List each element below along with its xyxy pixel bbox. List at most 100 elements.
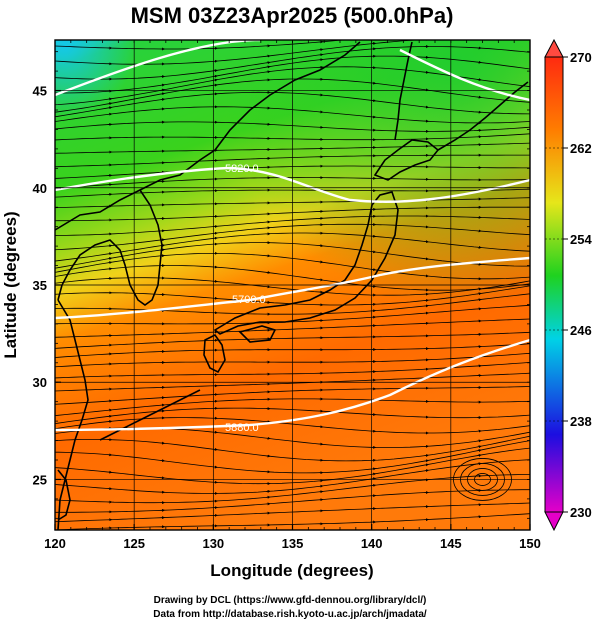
streamline-arrow — [213, 74, 218, 78]
streamline-arrow — [424, 459, 429, 463]
coastline-shikoku — [238, 325, 277, 343]
streamline — [55, 78, 530, 113]
streamline-arrow — [477, 78, 482, 82]
colorbar-bottom-triangle — [544, 511, 564, 532]
streamline-arrow — [107, 106, 113, 110]
streamline — [55, 55, 530, 94]
streamline — [55, 215, 530, 236]
streamline-arrow — [213, 447, 218, 451]
colorbar-tick-label: 246 — [570, 323, 592, 338]
streamline — [55, 440, 530, 474]
streamline — [55, 343, 530, 358]
streamline-arrow — [424, 88, 429, 92]
streamline-arrow — [424, 257, 429, 261]
streamline-arrow — [318, 260, 324, 264]
coastline-sakhalin — [394, 41, 413, 141]
x-tick-label: 135 — [282, 536, 304, 551]
chart-title: MSM 03Z23Apr2025 (500.0hPa) — [131, 3, 454, 28]
streamline — [55, 253, 530, 280]
streamline — [55, 40, 422, 65]
y-tick-label: 40 — [33, 181, 47, 196]
y-tick-label: 45 — [33, 84, 47, 99]
streamline-arrow — [160, 248, 166, 252]
streamline-arrow — [266, 70, 271, 74]
streamline-arrow — [318, 484, 324, 488]
streamline — [55, 447, 530, 485]
geopotential-contours — [55, 40, 530, 432]
wind-streamlines — [55, 40, 530, 530]
streamline-arrow — [318, 53, 324, 57]
streamline-arrow — [371, 268, 377, 272]
streamline-arrow — [160, 244, 166, 247]
streamline-arrow — [371, 472, 377, 476]
streamline-arrow — [371, 477, 377, 481]
colorbar-top-triangle — [544, 38, 564, 58]
contour-line-north — [55, 40, 261, 97]
contour-line-5820 — [55, 166, 530, 203]
streamline-arrow — [477, 453, 482, 457]
x-tick-label: 145 — [440, 536, 462, 551]
streamline-arrow — [477, 448, 482, 452]
streamline — [55, 206, 530, 222]
streamline-arrow — [424, 469, 429, 473]
y-tick-label: 35 — [33, 278, 47, 293]
streamline-arrow — [107, 102, 113, 106]
x-tick-label: 120 — [44, 536, 66, 551]
colorbar-tick-label: 230 — [570, 505, 592, 520]
streamline — [55, 417, 530, 434]
y-tick-label: 25 — [33, 472, 47, 487]
x-tick-label: 125 — [123, 536, 145, 551]
y-axis-label: Latitude (degrees) — [1, 211, 20, 358]
grid-lines — [55, 40, 530, 530]
streamline-arrow — [424, 453, 429, 457]
streamline — [55, 502, 530, 523]
streamline-arrow — [213, 69, 218, 73]
coastline-taiwan — [57, 469, 71, 521]
coastline-kyushu — [203, 333, 226, 374]
streamline — [55, 40, 349, 50]
streamline-arrow — [424, 463, 429, 467]
streamline-arrow — [266, 61, 271, 65]
streamline-arrow — [160, 92, 166, 96]
y-tick-label: 30 — [33, 375, 47, 390]
contour-line-5700 — [55, 256, 530, 320]
streamline — [55, 304, 530, 325]
streamline-arrow — [477, 287, 482, 291]
streamline — [55, 188, 530, 198]
colorbar-tick-label: 254 — [570, 232, 592, 247]
contour-label-5880: 5880.0 — [225, 422, 259, 434]
streamline — [55, 386, 530, 405]
streamline — [55, 223, 530, 251]
streamline-arrow — [160, 83, 166, 87]
credit-line-2: Data from http://database.rish.kyoto-u.a… — [153, 609, 427, 620]
streamline-arrow — [477, 292, 482, 296]
colorbar-body — [544, 56, 564, 513]
colorbar-tick-label: 238 — [570, 414, 592, 429]
streamline — [55, 352, 530, 368]
streamline — [55, 232, 530, 262]
streamline — [55, 489, 530, 513]
streamline-arrow — [266, 65, 271, 69]
streamline — [55, 133, 530, 141]
streamline-arrow — [107, 97, 113, 101]
streamline — [55, 265, 530, 291]
streamline — [55, 318, 530, 338]
streamline-arrow — [213, 83, 218, 87]
streamline-arrow — [213, 78, 218, 82]
streamline — [55, 121, 530, 132]
streamline — [55, 91, 530, 118]
contour-line-north-2 — [399, 48, 530, 102]
streamline — [55, 407, 530, 425]
streamline — [55, 106, 530, 124]
streamline — [55, 474, 530, 504]
streamline — [55, 459, 530, 494]
streamline — [55, 372, 530, 392]
colorbar-ticks: 270 262 254 246 238 230 — [545, 50, 592, 520]
streamline — [55, 398, 530, 417]
contour-line-5880 — [55, 338, 530, 432]
x-tick-label: 150 — [519, 536, 541, 551]
streamline-arrow — [477, 95, 482, 99]
streamline — [55, 435, 530, 462]
streamline-arrow — [107, 257, 113, 261]
